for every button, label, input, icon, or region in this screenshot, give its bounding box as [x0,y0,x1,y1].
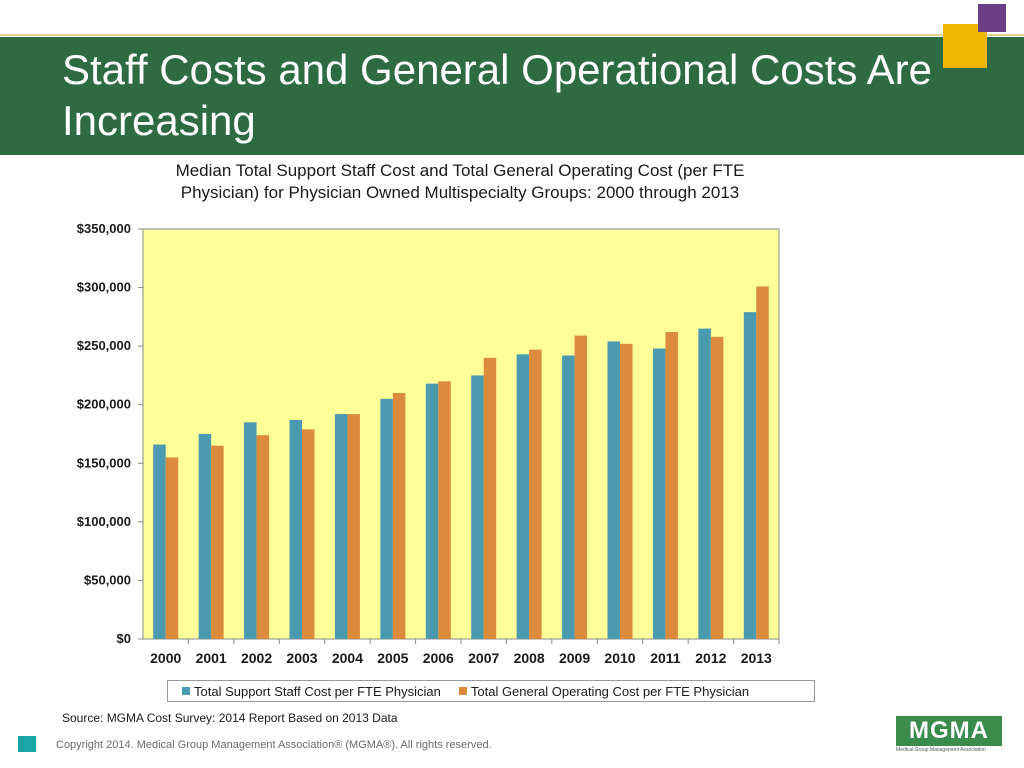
bar-staff-cost [698,328,711,639]
footer-square [18,736,36,752]
x-tick-label: 2011 [650,650,681,666]
bar-staff-cost [289,419,302,639]
y-tick-label: $350,000 [77,221,131,236]
legend-swatch-operating [458,687,467,695]
source-note: Source: MGMA Cost Survey: 2014 Report Ba… [62,711,398,725]
logo-subtitle: Medical Group Management Association [896,747,986,753]
bar-staff-cost [244,422,257,639]
bar-staff-cost [743,312,757,639]
y-tick-label: $250,000 [77,338,131,353]
legend-item-operating: Total General Operating Cost per FTE Phy… [458,683,750,699]
y-tick-label: $200,000 [77,397,131,412]
top-rule [0,34,1024,36]
x-tick-label: 2001 [196,650,227,666]
bar-staff-cost [425,383,439,639]
chart-title-line1: Median Total Support Staff Cost and Tota… [175,161,745,180]
legend-swatch-staff [182,687,190,695]
y-tick-label: $300,000 [77,280,131,295]
bar-staff-cost [562,355,575,639]
legend-item-staff: Total Support Staff Cost per FTE Physici… [182,684,441,699]
x-tick-label: 2000 [150,650,181,666]
title-bar [0,37,1024,155]
bar-staff-cost [652,348,666,639]
bar-operating-cost [665,332,678,639]
legend-label-staff: Total Support Staff Cost per FTE Physici… [194,683,441,699]
plot-area [142,228,780,640]
bar-operating-cost [756,286,769,639]
logo-box: MGMA [896,716,1002,746]
bar-operating-cost [165,457,179,639]
bar-staff-cost [380,398,393,639]
bar-operating-cost [483,357,497,639]
logo-word: MGMA [909,717,989,744]
x-tick-label: 2009 [559,650,590,666]
bar-staff-cost [607,341,620,639]
x-tick-label: 2002 [241,650,272,666]
legend-label-operating: Total General Operating Cost per FTE Phy… [470,683,750,699]
bar-staff-cost [516,354,530,639]
x-tick-label: 2013 [741,650,772,666]
bar-staff-cost [334,414,348,639]
bar-operating-cost [347,414,360,639]
y-tick-label: $0 [117,631,131,646]
copyright-text: Copyright 2014. Medical Group Management… [56,739,492,751]
bar-staff-cost [471,375,484,639]
bar-operating-cost [211,445,224,639]
bar-operating-cost [256,435,270,639]
y-tick-label: $150,000 [77,455,131,470]
mgma-logo: MGMA Medical Group Management Associatio… [896,716,1002,758]
bar-operating-cost [438,381,451,639]
x-tick-label: 2008 [514,650,545,666]
bar-operating-cost [620,343,633,639]
y-tick-label: $50,000 [84,572,131,587]
bar-operating-cost [529,349,542,639]
slide-title: Staff Costs and General Operational Cost… [62,46,933,144]
bar-staff-cost [198,434,212,639]
chart-title-line2: Physician) for Physician Owned Multispec… [180,183,740,202]
chart-title: Median Total Support Staff Cost and Tota… [160,160,760,204]
y-tick-label: $100,000 [77,514,131,529]
x-tick-label: 2005 [377,650,408,666]
x-tick-label: 2003 [286,650,317,666]
decor-purple-square [978,4,1006,32]
bar-staff-cost [153,444,166,639]
bar-operating-cost [710,336,724,639]
bar-operating-cost [392,393,406,639]
x-tick-label: 2010 [604,650,635,666]
bar-operating-cost [302,429,315,639]
chart-legend: Total Support Staff Cost per FTE Physici… [167,680,815,702]
x-tick-label: 2004 [332,650,363,666]
x-tick-label: 2007 [468,650,499,666]
x-tick-label: 2006 [423,650,454,666]
bar-operating-cost [574,335,588,639]
x-tick-label: 2012 [695,650,726,666]
